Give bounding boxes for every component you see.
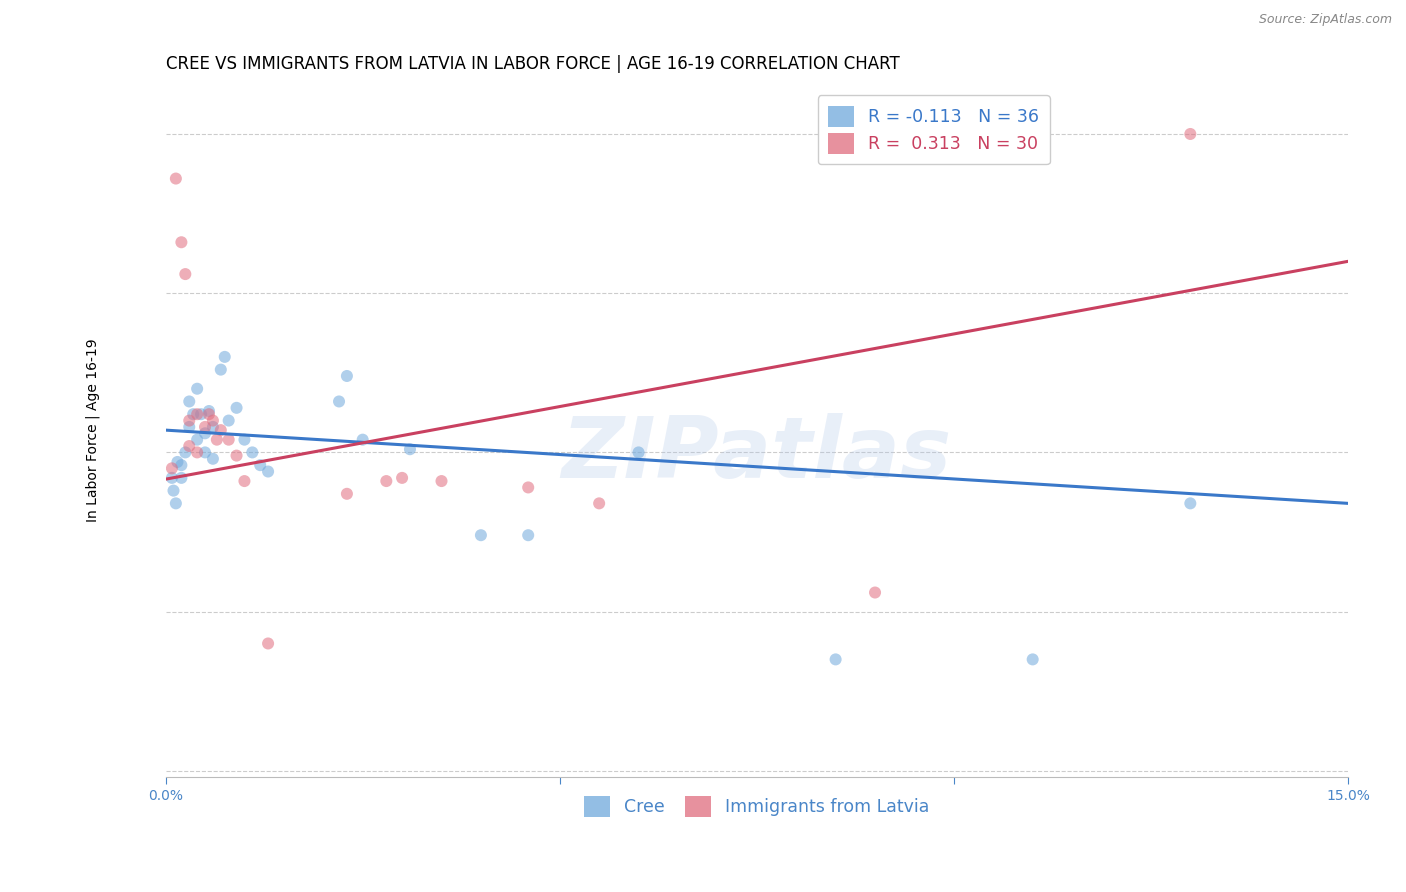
Point <box>863 585 886 599</box>
Point <box>186 407 208 421</box>
Y-axis label: In Labor Force | Age 16-19: In Labor Force | Age 16-19 <box>86 338 100 522</box>
Point <box>824 652 846 666</box>
Point <box>257 636 280 650</box>
Point <box>209 423 232 437</box>
Point <box>218 433 240 447</box>
Point <box>218 413 240 427</box>
Point <box>225 449 247 463</box>
Point <box>170 458 193 472</box>
Point <box>205 433 228 447</box>
Point <box>194 426 217 441</box>
Point <box>179 439 201 453</box>
Point <box>1180 127 1202 141</box>
Point <box>588 496 610 510</box>
Point <box>209 362 232 376</box>
Point <box>174 445 197 459</box>
Point <box>201 420 224 434</box>
Point <box>198 404 221 418</box>
Point <box>179 413 201 427</box>
Legend: Cree, Immigrants from Latvia: Cree, Immigrants from Latvia <box>576 789 936 824</box>
Text: Source: ZipAtlas.com: Source: ZipAtlas.com <box>1258 13 1392 27</box>
Point <box>352 433 374 447</box>
Point <box>194 420 217 434</box>
Point <box>214 350 236 364</box>
Point <box>174 267 197 281</box>
Point <box>162 483 184 498</box>
Text: CREE VS IMMIGRANTS FROM LATVIA IN LABOR FORCE | AGE 16-19 CORRELATION CHART: CREE VS IMMIGRANTS FROM LATVIA IN LABOR … <box>166 55 900 73</box>
Point <box>1180 496 1202 510</box>
Point <box>190 407 212 421</box>
Point <box>517 528 540 542</box>
Point <box>399 442 422 457</box>
Point <box>198 407 221 421</box>
Point <box>257 465 280 479</box>
Point <box>430 474 453 488</box>
Point <box>1021 652 1043 666</box>
Point <box>517 480 540 494</box>
Point <box>201 451 224 466</box>
Point <box>179 420 201 434</box>
Point <box>194 445 217 459</box>
Point <box>166 455 188 469</box>
Point <box>186 382 208 396</box>
Point <box>375 474 398 488</box>
Point <box>627 445 650 459</box>
Point <box>179 394 201 409</box>
Point <box>160 471 183 485</box>
Text: ZIPatlas: ZIPatlas <box>561 413 952 496</box>
Point <box>170 235 193 250</box>
Point <box>225 401 247 415</box>
Point <box>201 413 224 427</box>
Point <box>233 474 256 488</box>
Point <box>336 487 359 501</box>
Point <box>249 458 271 472</box>
Point <box>186 433 208 447</box>
Point <box>165 171 187 186</box>
Point <box>328 394 350 409</box>
Point <box>470 528 492 542</box>
Point <box>391 471 413 485</box>
Point <box>170 471 193 485</box>
Point <box>165 496 187 510</box>
Point <box>181 407 204 421</box>
Point <box>233 433 256 447</box>
Point <box>336 369 359 384</box>
Point <box>240 445 263 459</box>
Point <box>186 445 208 459</box>
Point <box>160 461 183 475</box>
